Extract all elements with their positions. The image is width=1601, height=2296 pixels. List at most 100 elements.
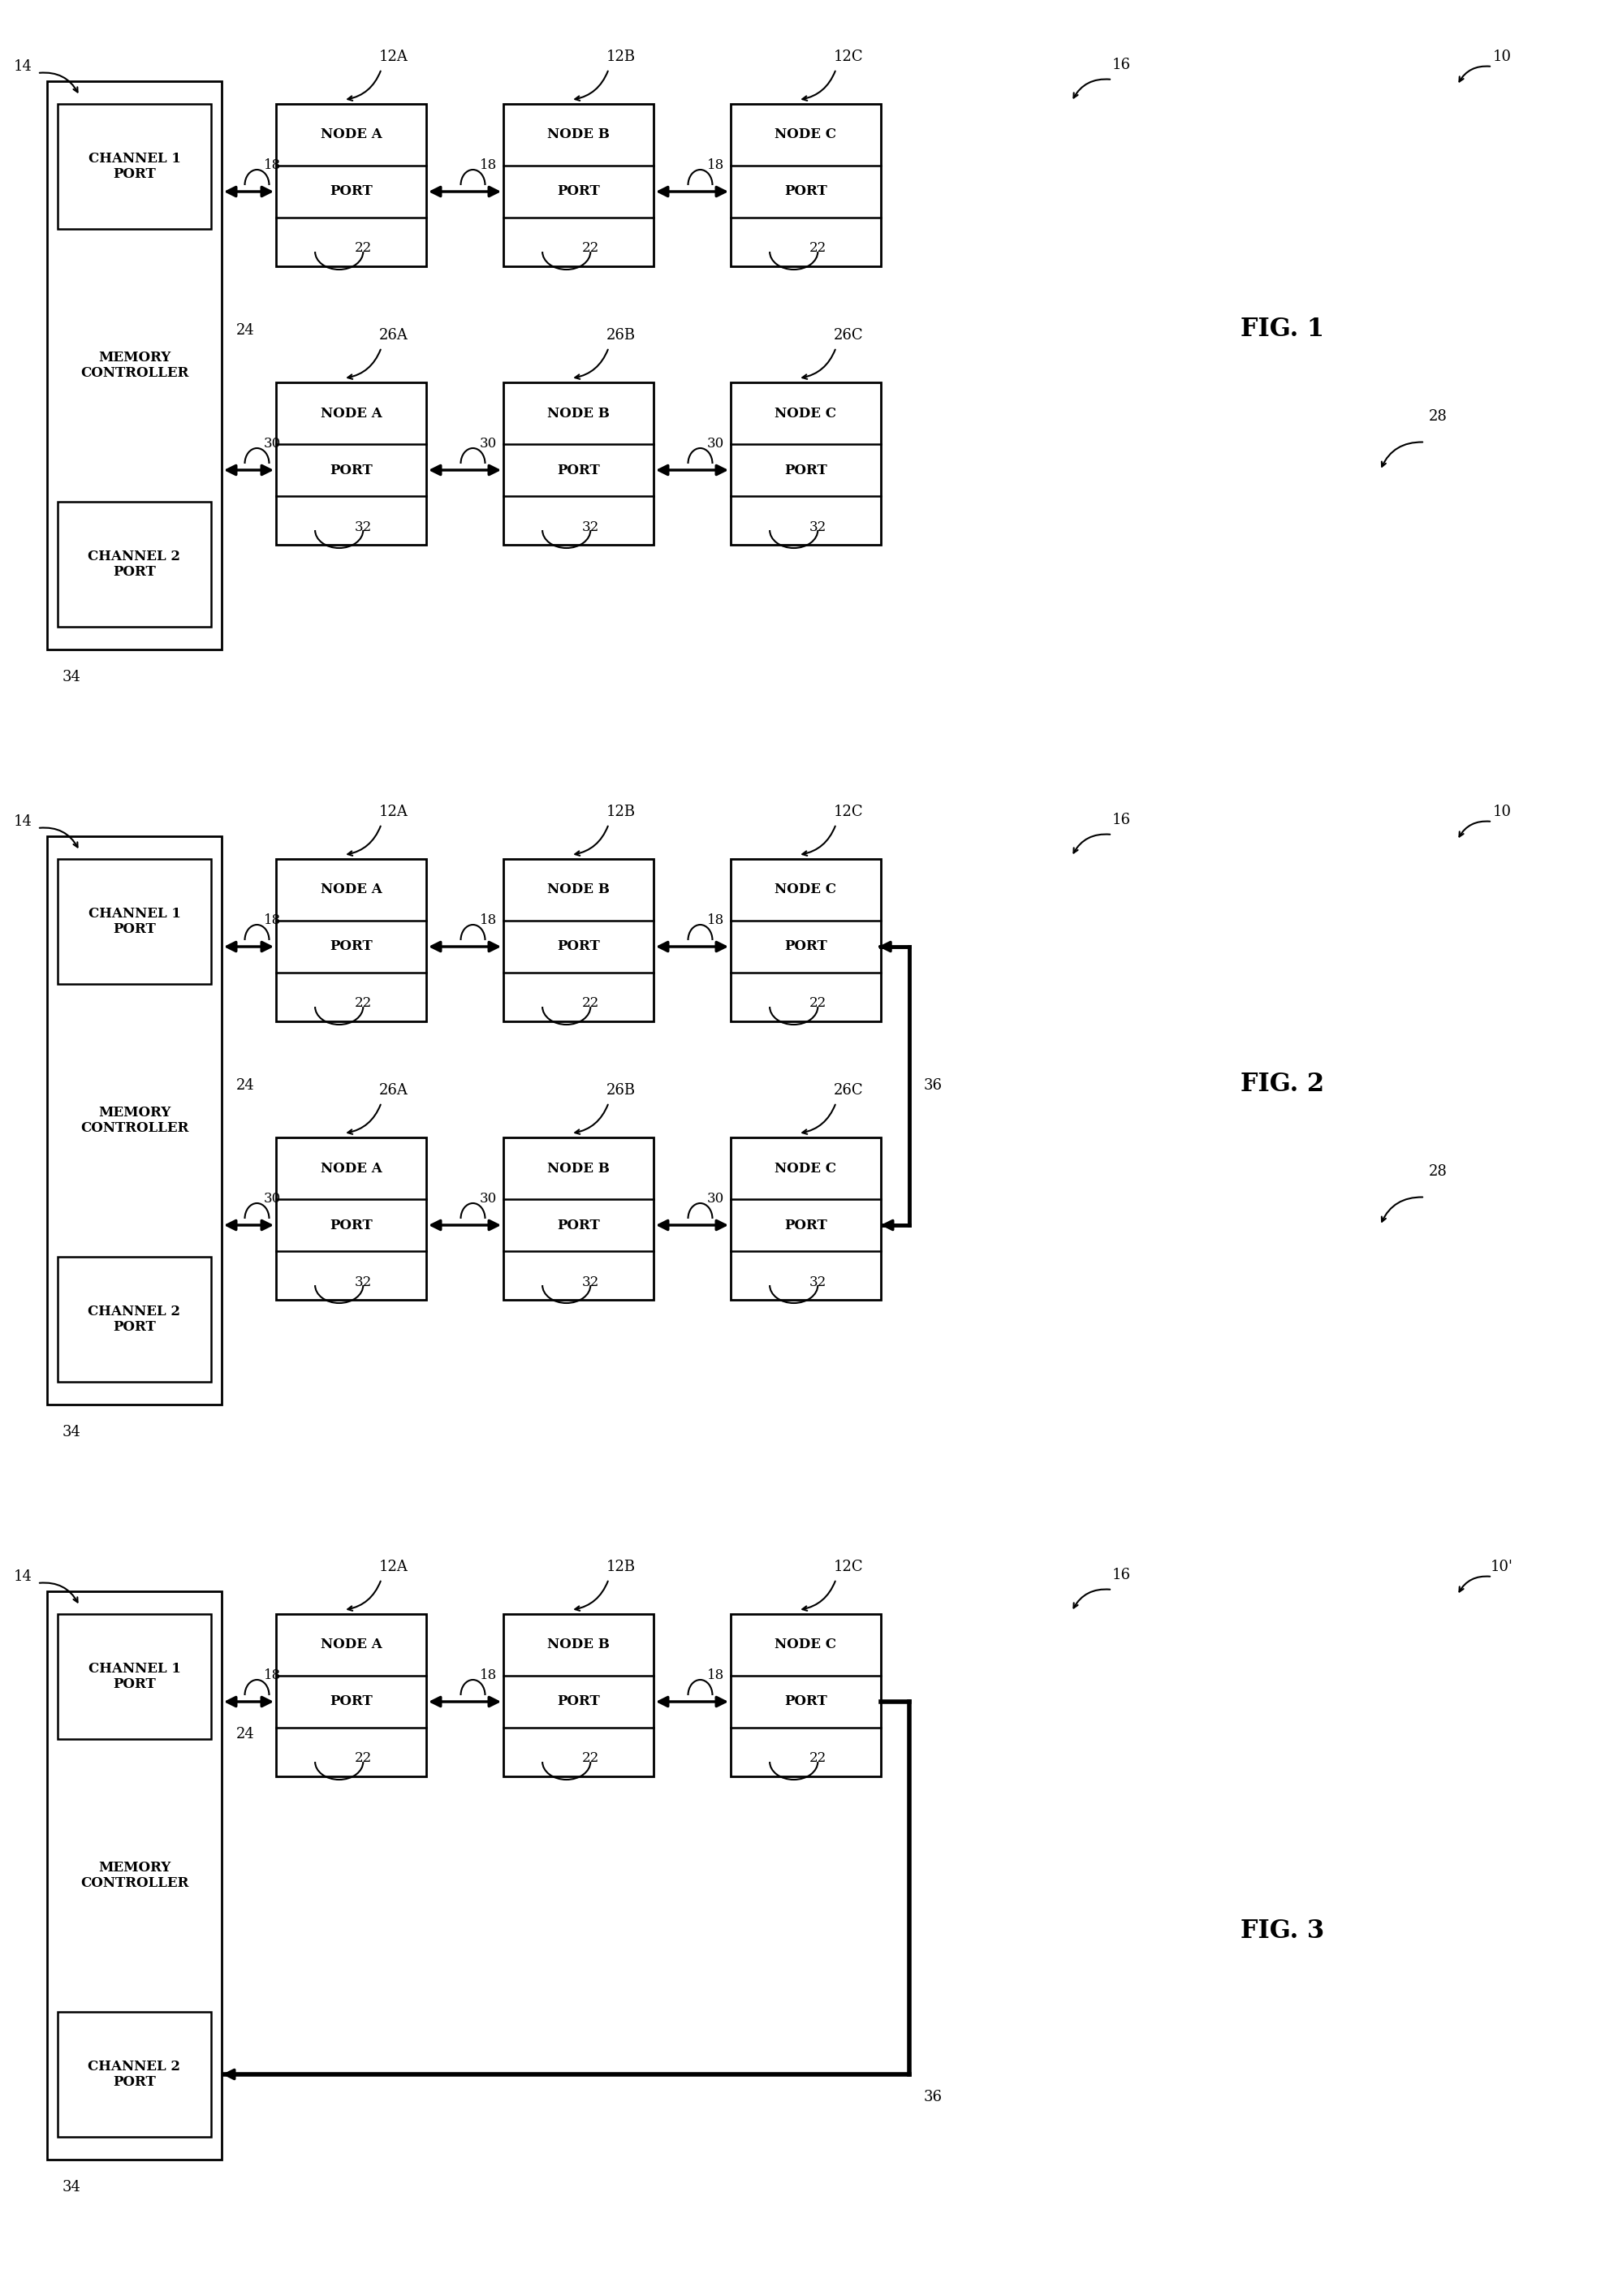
Text: 26A: 26A	[379, 328, 408, 342]
Text: PORT: PORT	[784, 184, 828, 197]
Text: 18: 18	[706, 158, 724, 172]
Text: 18: 18	[264, 158, 280, 172]
Text: 16: 16	[1113, 1568, 1130, 1582]
Text: 18: 18	[264, 914, 280, 928]
Text: 18: 18	[706, 1669, 724, 1683]
Text: PORT: PORT	[557, 939, 600, 953]
Text: PORT: PORT	[784, 939, 828, 953]
Text: PORT: PORT	[784, 1694, 828, 1708]
Bar	[730, 859, 881, 1022]
Text: 18: 18	[706, 914, 724, 928]
Text: CHANNEL 2
PORT: CHANNEL 2 PORT	[88, 2060, 181, 2089]
Bar	[58, 1256, 211, 1382]
Bar	[58, 103, 211, 230]
Bar	[503, 859, 653, 1022]
Text: 16: 16	[1113, 813, 1130, 827]
Text: 30: 30	[264, 1192, 280, 1205]
Text: 36: 36	[924, 2089, 943, 2105]
Text: 34: 34	[62, 2179, 80, 2195]
Bar	[503, 1137, 653, 1300]
Bar	[46, 80, 221, 650]
Text: 30: 30	[479, 436, 496, 450]
Text: NODE C: NODE C	[775, 1637, 837, 1651]
Text: 12B: 12B	[607, 51, 636, 64]
Text: PORT: PORT	[784, 1219, 828, 1233]
Bar	[503, 383, 653, 544]
Text: 12C: 12C	[834, 1559, 863, 1575]
Text: 30: 30	[479, 1192, 496, 1205]
Text: NODE C: NODE C	[775, 129, 837, 142]
Text: CHANNEL 1
PORT: CHANNEL 1 PORT	[88, 907, 181, 937]
Text: 12A: 12A	[379, 804, 408, 820]
Text: 22: 22	[581, 1752, 599, 1766]
Text: CHANNEL 1
PORT: CHANNEL 1 PORT	[88, 152, 181, 181]
Text: NODE B: NODE B	[548, 406, 610, 420]
Text: 32: 32	[354, 1274, 371, 1288]
Text: NODE B: NODE B	[548, 884, 610, 898]
Bar	[275, 859, 426, 1022]
Text: 30: 30	[706, 1192, 724, 1205]
Bar	[275, 1614, 426, 1777]
Text: 26A: 26A	[379, 1084, 408, 1097]
Text: 18: 18	[479, 914, 496, 928]
Text: NODE C: NODE C	[775, 884, 837, 898]
Text: 34: 34	[62, 1426, 80, 1440]
Text: 32: 32	[581, 519, 599, 533]
Text: 16: 16	[1113, 57, 1130, 71]
Text: 22: 22	[581, 996, 599, 1010]
Text: 26B: 26B	[607, 328, 636, 342]
Text: 28: 28	[1428, 409, 1447, 425]
Text: 12A: 12A	[379, 51, 408, 64]
Text: PORT: PORT	[330, 1694, 373, 1708]
Text: 26C: 26C	[834, 328, 863, 342]
Text: NODE B: NODE B	[548, 1162, 610, 1176]
Text: NODE A: NODE A	[320, 1162, 383, 1176]
Text: 22: 22	[809, 1752, 826, 1766]
Bar	[58, 859, 211, 985]
Text: 24: 24	[237, 1727, 255, 1740]
Text: 26C: 26C	[834, 1084, 863, 1097]
Text: 30: 30	[264, 436, 280, 450]
Bar	[58, 2011, 211, 2138]
Text: NODE C: NODE C	[775, 406, 837, 420]
Text: 18: 18	[264, 1669, 280, 1683]
Text: NODE B: NODE B	[548, 129, 610, 142]
Bar	[275, 1137, 426, 1300]
Text: 32: 32	[809, 1274, 826, 1288]
Text: FIG. 3: FIG. 3	[1241, 1919, 1324, 1945]
Text: PORT: PORT	[557, 184, 600, 197]
Text: PORT: PORT	[330, 1219, 373, 1233]
Text: 14: 14	[13, 60, 32, 73]
Text: 22: 22	[809, 996, 826, 1010]
Bar	[275, 383, 426, 544]
Text: 22: 22	[354, 996, 371, 1010]
Text: 14: 14	[13, 815, 32, 829]
Text: NODE A: NODE A	[320, 129, 383, 142]
Bar	[730, 1614, 881, 1777]
Text: 10: 10	[1492, 804, 1511, 820]
Text: 12B: 12B	[607, 1559, 636, 1575]
Bar	[730, 383, 881, 544]
Bar	[46, 836, 221, 1405]
Text: 32: 32	[581, 1274, 599, 1288]
Text: 24: 24	[237, 324, 255, 338]
Text: 10': 10'	[1491, 1559, 1513, 1575]
Text: NODE A: NODE A	[320, 1637, 383, 1651]
Text: 22: 22	[809, 241, 826, 255]
Text: 12A: 12A	[379, 1559, 408, 1575]
Bar	[503, 1614, 653, 1777]
Text: 22: 22	[581, 241, 599, 255]
Bar	[58, 503, 211, 627]
Bar	[503, 103, 653, 266]
Text: 32: 32	[354, 519, 371, 533]
Bar	[46, 1591, 221, 2161]
Bar	[58, 1614, 211, 1738]
Text: 26B: 26B	[607, 1084, 636, 1097]
Text: PORT: PORT	[330, 184, 373, 197]
Text: 22: 22	[354, 241, 371, 255]
Text: NODE A: NODE A	[320, 884, 383, 898]
Text: NODE A: NODE A	[320, 406, 383, 420]
Text: MEMORY
CONTROLLER: MEMORY CONTROLLER	[80, 351, 189, 381]
Bar	[730, 103, 881, 266]
Bar	[730, 1137, 881, 1300]
